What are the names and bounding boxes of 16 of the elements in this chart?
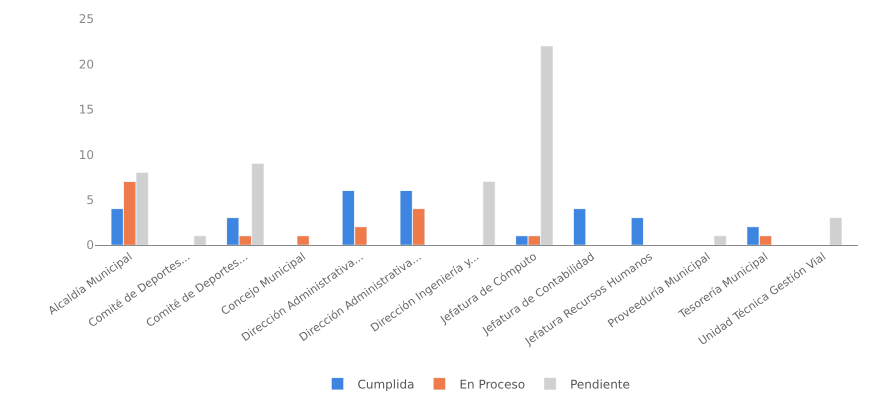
bar bbox=[482, 181, 496, 245]
bar bbox=[631, 218, 644, 245]
y-tick-label: 0 bbox=[86, 238, 94, 252]
bar bbox=[194, 236, 206, 245]
y-tick-label: 25 bbox=[78, 12, 94, 26]
y-tick-label: 20 bbox=[78, 57, 94, 72]
legend-label: En Proceso bbox=[459, 377, 526, 392]
y-tick-label: 15 bbox=[78, 102, 94, 117]
legend-label: Pendiente bbox=[570, 377, 630, 392]
bar bbox=[296, 236, 310, 245]
legend-label: Cumplida bbox=[358, 377, 414, 392]
bar bbox=[830, 218, 842, 245]
bar bbox=[714, 236, 726, 245]
y-tick-label: 5 bbox=[86, 193, 94, 207]
y-tick-label: 10 bbox=[78, 148, 94, 162]
bar bbox=[573, 208, 586, 245]
